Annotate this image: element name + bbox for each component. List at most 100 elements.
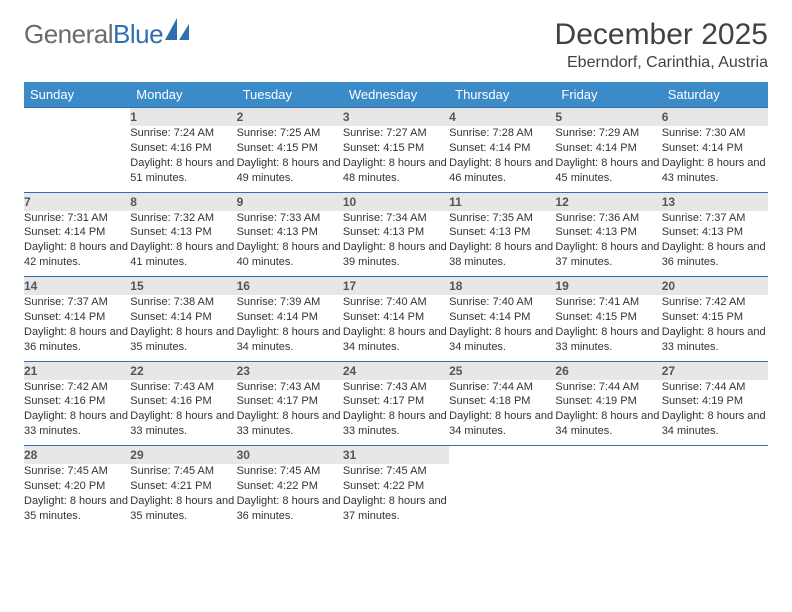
daynum-cell: [24, 108, 130, 127]
sunset-text: Sunset: 4:16 PM: [130, 394, 236, 409]
day-number: 22: [130, 364, 143, 378]
daylight-text: Daylight: 8 hours and 35 minutes.: [24, 494, 130, 524]
sunset-text: Sunset: 4:21 PM: [130, 479, 236, 494]
sunrise-text: Sunrise: 7:45 AM: [130, 464, 236, 479]
location-title: Eberndorf, Carinthia, Austria: [555, 54, 768, 72]
sunset-text: Sunset: 4:22 PM: [343, 479, 449, 494]
sunrise-text: Sunrise: 7:42 AM: [24, 380, 130, 395]
sunrise-text: Sunrise: 7:36 AM: [555, 211, 661, 226]
daynum-cell: 20: [662, 277, 768, 296]
sunrise-text: Sunrise: 7:42 AM: [662, 295, 768, 310]
sunset-text: Sunset: 4:14 PM: [343, 310, 449, 325]
daylight-text: Daylight: 8 hours and 34 minutes.: [237, 325, 343, 355]
daylight-text: Daylight: 8 hours and 34 minutes.: [449, 325, 555, 355]
daynum-cell: 22: [130, 361, 236, 380]
sunset-text: Sunset: 4:14 PM: [24, 310, 130, 325]
daynum-cell: 12: [555, 192, 661, 211]
day-number: 9: [237, 195, 244, 209]
daynum-cell: 25: [449, 361, 555, 380]
day-number: 18: [449, 279, 462, 293]
info-row: Sunrise: 7:24 AMSunset: 4:16 PMDaylight:…: [24, 126, 768, 192]
sunrise-text: Sunrise: 7:43 AM: [343, 380, 449, 395]
day-number: 6: [662, 110, 669, 124]
day-number: 16: [237, 279, 250, 293]
day-number: 17: [343, 279, 356, 293]
daynum-cell: 13: [662, 192, 768, 211]
day-number: 31: [343, 448, 356, 462]
sunrise-text: Sunrise: 7:44 AM: [555, 380, 661, 395]
weekday-header: Wednesday: [343, 82, 449, 108]
sunrise-text: Sunrise: 7:37 AM: [24, 295, 130, 310]
sunset-text: Sunset: 4:16 PM: [24, 394, 130, 409]
daylight-text: Daylight: 8 hours and 33 minutes.: [24, 409, 130, 439]
daylight-text: Daylight: 8 hours and 37 minutes.: [343, 494, 449, 524]
sunset-text: Sunset: 4:14 PM: [24, 225, 130, 240]
daynum-cell: 27: [662, 361, 768, 380]
day-number: 2: [237, 110, 244, 124]
info-cell: Sunrise: 7:40 AMSunset: 4:14 PMDaylight:…: [449, 295, 555, 361]
sunset-text: Sunset: 4:15 PM: [662, 310, 768, 325]
info-cell: [24, 126, 130, 192]
day-number: 5: [555, 110, 562, 124]
info-cell: Sunrise: 7:44 AMSunset: 4:19 PMDaylight:…: [662, 380, 768, 446]
sunset-text: Sunset: 4:22 PM: [237, 479, 343, 494]
sunset-text: Sunset: 4:14 PM: [130, 310, 236, 325]
sunset-text: Sunset: 4:15 PM: [343, 141, 449, 156]
info-cell: Sunrise: 7:40 AMSunset: 4:14 PMDaylight:…: [343, 295, 449, 361]
daynum-cell: 14: [24, 277, 130, 296]
info-cell: Sunrise: 7:35 AMSunset: 4:13 PMDaylight:…: [449, 211, 555, 277]
daylight-text: Daylight: 8 hours and 34 minutes.: [555, 409, 661, 439]
info-cell: Sunrise: 7:31 AMSunset: 4:14 PMDaylight:…: [24, 211, 130, 277]
sunset-text: Sunset: 4:20 PM: [24, 479, 130, 494]
daynum-cell: 4: [449, 108, 555, 127]
day-number: 10: [343, 195, 356, 209]
daynum-cell: 28: [24, 446, 130, 465]
sunrise-text: Sunrise: 7:25 AM: [237, 126, 343, 141]
info-cell: Sunrise: 7:24 AMSunset: 4:16 PMDaylight:…: [130, 126, 236, 192]
daylight-text: Daylight: 8 hours and 39 minutes.: [343, 240, 449, 270]
info-cell: Sunrise: 7:42 AMSunset: 4:16 PMDaylight:…: [24, 380, 130, 446]
sunset-text: Sunset: 4:15 PM: [555, 310, 661, 325]
info-cell: [662, 464, 768, 530]
sunset-text: Sunset: 4:19 PM: [662, 394, 768, 409]
sunrise-text: Sunrise: 7:41 AM: [555, 295, 661, 310]
day-number: 26: [555, 364, 568, 378]
daylight-text: Daylight: 8 hours and 42 minutes.: [24, 240, 130, 270]
sunrise-text: Sunrise: 7:43 AM: [130, 380, 236, 395]
info-cell: Sunrise: 7:45 AMSunset: 4:21 PMDaylight:…: [130, 464, 236, 530]
info-row: Sunrise: 7:31 AMSunset: 4:14 PMDaylight:…: [24, 211, 768, 277]
daynum-cell: 6: [662, 108, 768, 127]
daynum-cell: 16: [237, 277, 343, 296]
info-row: Sunrise: 7:45 AMSunset: 4:20 PMDaylight:…: [24, 464, 768, 530]
info-cell: Sunrise: 7:42 AMSunset: 4:15 PMDaylight:…: [662, 295, 768, 361]
daynum-cell: 29: [130, 446, 236, 465]
daynum-cell: 10: [343, 192, 449, 211]
sunrise-text: Sunrise: 7:38 AM: [130, 295, 236, 310]
daylight-text: Daylight: 8 hours and 43 minutes.: [662, 156, 768, 186]
sunset-text: Sunset: 4:14 PM: [237, 310, 343, 325]
daylight-text: Daylight: 8 hours and 34 minutes.: [343, 325, 449, 355]
sunrise-text: Sunrise: 7:43 AM: [237, 380, 343, 395]
sunrise-text: Sunrise: 7:29 AM: [555, 126, 661, 141]
info-cell: Sunrise: 7:37 AMSunset: 4:13 PMDaylight:…: [662, 211, 768, 277]
info-cell: Sunrise: 7:44 AMSunset: 4:18 PMDaylight:…: [449, 380, 555, 446]
daynum-cell: 21: [24, 361, 130, 380]
daylight-text: Daylight: 8 hours and 33 minutes.: [662, 325, 768, 355]
sunrise-text: Sunrise: 7:24 AM: [130, 126, 236, 141]
daynum-cell: 30: [237, 446, 343, 465]
info-cell: Sunrise: 7:25 AMSunset: 4:15 PMDaylight:…: [237, 126, 343, 192]
header: GeneralBlue December 2025 Eberndorf, Car…: [24, 18, 768, 72]
daylight-text: Daylight: 8 hours and 46 minutes.: [449, 156, 555, 186]
day-number: 29: [130, 448, 143, 462]
weekday-header: Saturday: [662, 82, 768, 108]
day-number: 14: [24, 279, 37, 293]
sunrise-text: Sunrise: 7:33 AM: [237, 211, 343, 226]
daylight-text: Daylight: 8 hours and 34 minutes.: [662, 409, 768, 439]
daylight-text: Daylight: 8 hours and 40 minutes.: [237, 240, 343, 270]
day-number: 24: [343, 364, 356, 378]
day-number: 30: [237, 448, 250, 462]
info-cell: [449, 464, 555, 530]
title-block: December 2025 Eberndorf, Carinthia, Aust…: [555, 18, 768, 72]
daylight-text: Daylight: 8 hours and 49 minutes.: [237, 156, 343, 186]
sunset-text: Sunset: 4:14 PM: [449, 141, 555, 156]
